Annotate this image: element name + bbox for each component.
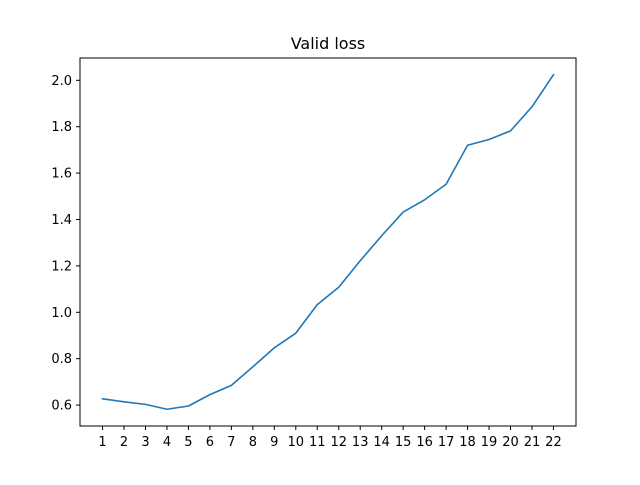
x-tick-label: 16 [416,435,433,450]
x-tick-label: 17 [438,435,455,450]
x-tick-label: 11 [309,435,326,450]
x-tick-label: 7 [227,435,235,450]
x-tick-label: 10 [288,435,305,450]
y-tick-label: 1.8 [51,120,72,135]
x-tick-label: 20 [502,435,519,450]
x-tick-label: 19 [481,435,498,450]
x-tick-label: 8 [249,435,257,450]
x-axis-ticks: 1 2 3 4 5 6 7 8 9 10 11 12 13 14 15 16 17 18 19 20 21 22 [98,426,562,450]
x-tick-label: 6 [206,435,214,450]
y-tick-label: 0.8 [51,352,72,367]
x-tick-label: 18 [459,435,476,450]
x-tick-label: 13 [352,435,369,450]
x-tick-label: 15 [395,435,412,450]
x-tick-label: 12 [330,435,347,450]
chart-title: Valid loss [291,34,366,53]
x-tick-label: 14 [373,435,390,450]
x-tick-label: 5 [184,435,192,450]
x-tick-label: 2 [120,435,128,450]
y-tick-label: 2.0 [51,74,72,89]
x-tick-label: 4 [163,435,171,450]
x-tick-label: 9 [270,435,278,450]
x-tick-label: 22 [545,435,562,450]
x-tick-label: 3 [141,435,149,450]
plot-frame [79,57,577,427]
y-tick-label: 1.2 [51,259,72,274]
y-tick-label: 0.6 [51,399,72,414]
x-tick-label: 1 [98,435,106,450]
y-tick-label: 1.6 [51,167,72,182]
y-axis-ticks: 0.6 0.8 1.0 1.2 1.4 1.6 1.8 2.0 [51,74,80,414]
y-tick-label: 1.4 [51,213,72,228]
x-tick-label: 21 [524,435,541,450]
y-tick-label: 1.0 [51,306,72,321]
series-line [101,73,555,411]
